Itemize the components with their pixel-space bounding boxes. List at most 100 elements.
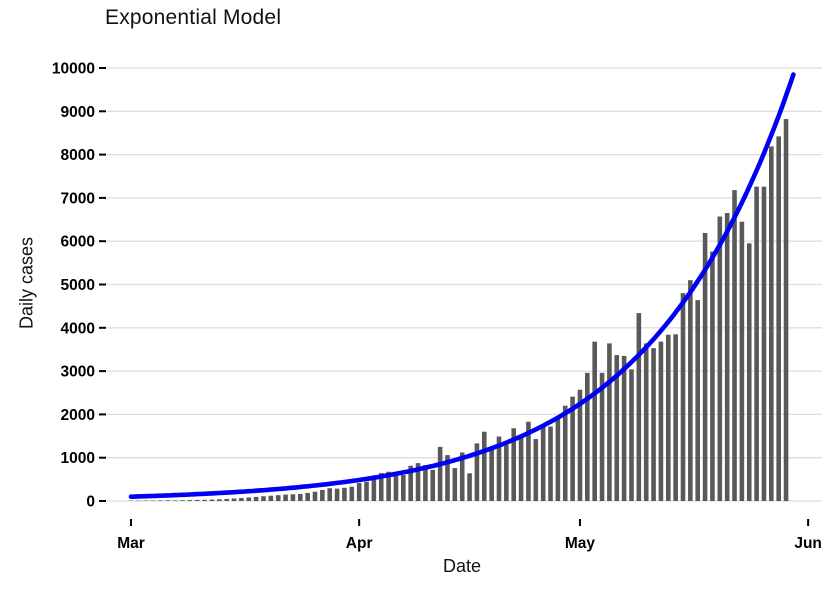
bar — [577, 389, 583, 501]
bar — [518, 436, 524, 501]
bar — [290, 494, 296, 501]
bar — [481, 431, 487, 501]
bar — [732, 190, 737, 501]
bar — [504, 444, 509, 501]
bar — [224, 498, 229, 501]
bar — [334, 488, 340, 501]
bar — [739, 221, 745, 501]
bar — [636, 313, 642, 501]
bar — [665, 334, 671, 501]
y-tick-label: 3000 — [61, 364, 95, 381]
bar — [349, 486, 355, 501]
bar — [408, 465, 413, 501]
y-tick-label: 4000 — [61, 320, 95, 337]
bar — [356, 483, 362, 501]
bar — [614, 355, 620, 501]
bar — [158, 500, 163, 501]
bar — [673, 334, 678, 501]
y-tick-label: 1000 — [61, 450, 95, 467]
bar — [393, 473, 399, 501]
bar — [710, 251, 715, 501]
y-tick-label: 2000 — [61, 407, 95, 424]
bar — [364, 481, 369, 501]
bar — [452, 468, 458, 501]
bar — [180, 500, 185, 501]
bar — [217, 499, 222, 501]
bar — [459, 452, 465, 501]
bar — [489, 449, 494, 501]
bar — [695, 300, 701, 501]
y-tick-label: 0 — [86, 494, 95, 511]
bar — [430, 469, 436, 501]
bar — [680, 293, 686, 501]
bar — [327, 488, 333, 501]
bar — [548, 426, 553, 501]
bar — [474, 443, 480, 501]
bar — [746, 243, 752, 502]
bar — [239, 497, 244, 501]
bar — [688, 280, 693, 501]
bar — [268, 495, 274, 501]
x-tick-label: Apr — [346, 535, 373, 552]
bar — [312, 491, 318, 501]
bar — [378, 473, 384, 501]
bar — [467, 473, 472, 501]
bar — [724, 213, 730, 501]
x-tick-label: Mar — [117, 535, 145, 552]
bar — [445, 455, 450, 501]
y-tick-label: 7000 — [61, 190, 95, 207]
bar — [540, 426, 546, 501]
bar — [202, 499, 207, 501]
bar — [246, 497, 252, 501]
bar — [371, 479, 377, 501]
bar — [253, 496, 259, 501]
model-curve — [128, 72, 796, 499]
bar — [585, 372, 590, 501]
bar — [599, 372, 605, 501]
bar — [305, 492, 310, 501]
y-tick-label: 8000 — [61, 147, 95, 164]
x-tick-label: Jun — [794, 535, 822, 552]
bar — [717, 216, 723, 502]
y-tick-label: 6000 — [61, 234, 95, 251]
bar — [754, 186, 759, 501]
chart-title: Exponential Model — [105, 6, 282, 29]
bar — [209, 499, 215, 501]
bar — [776, 136, 781, 501]
bar — [231, 498, 237, 501]
bar — [401, 475, 406, 501]
bar — [172, 500, 178, 501]
bar — [423, 465, 428, 501]
bar — [526, 421, 531, 501]
bar — [570, 396, 575, 501]
bar — [320, 489, 325, 501]
bar — [769, 146, 774, 502]
bar — [651, 348, 656, 501]
bar — [629, 369, 634, 501]
bar — [621, 355, 627, 501]
bar — [165, 500, 171, 501]
bar — [562, 405, 568, 501]
bar — [283, 494, 288, 501]
y-tick-label: 5000 — [61, 277, 95, 294]
bar — [533, 439, 539, 501]
bar — [702, 232, 708, 501]
bar — [658, 341, 664, 501]
bar — [297, 493, 303, 501]
bar — [261, 496, 266, 501]
bar — [555, 418, 561, 501]
bar — [607, 343, 612, 501]
bar — [194, 499, 200, 501]
bar — [437, 446, 443, 501]
bar — [415, 463, 421, 501]
bar — [187, 500, 193, 501]
bar — [592, 341, 597, 501]
bar — [342, 487, 347, 501]
bar — [761, 186, 767, 501]
bar — [275, 495, 281, 501]
x-axis-title: Date — [442, 556, 482, 576]
x-tick-label: May — [565, 535, 596, 552]
bar — [386, 471, 391, 501]
